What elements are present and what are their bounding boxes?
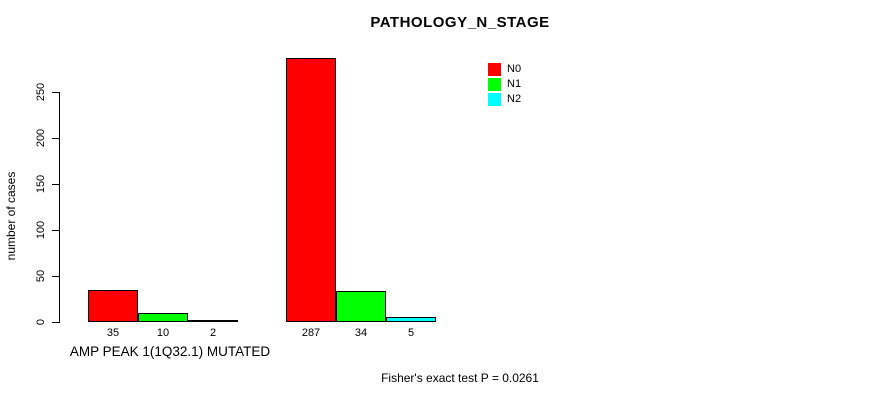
- legend-label: N1: [507, 78, 522, 90]
- bar-count-label: 34: [354, 327, 368, 339]
- legend-label: N0: [507, 63, 522, 75]
- y-tick: [52, 230, 59, 231]
- y-tick: [52, 322, 59, 323]
- bar-count-label: 287: [301, 327, 321, 339]
- y-tick-label: 0: [35, 318, 47, 326]
- chart-title: PATHOLOGY_N_STAGE: [370, 14, 550, 31]
- y-tick-label: 100: [35, 220, 47, 240]
- bar: [286, 58, 336, 322]
- bar: [336, 291, 386, 322]
- y-tick-label: 200: [35, 128, 47, 148]
- y-tick: [52, 138, 59, 139]
- legend-label: N2: [507, 93, 522, 105]
- bar: [138, 313, 188, 322]
- y-tick-label: 250: [35, 82, 47, 102]
- y-tick: [52, 92, 59, 93]
- legend-swatch-n0: [488, 63, 501, 76]
- bar: [188, 320, 238, 322]
- bar-count-label: 35: [106, 327, 120, 339]
- bar-count-label: 10: [156, 327, 170, 339]
- bar-count-label: 5: [407, 327, 415, 339]
- bar: [386, 317, 436, 322]
- y-axis-label: number of cases: [4, 171, 18, 261]
- bar-count-label: 2: [209, 327, 217, 339]
- group-label: AMP PEAK 1(1Q32.1) MUTATED: [69, 344, 271, 359]
- legend-swatch-n1: [488, 78, 501, 91]
- bar: [88, 290, 138, 322]
- legend-swatch-n2: [488, 93, 501, 106]
- y-tick: [52, 276, 59, 277]
- y-axis-line: [59, 92, 60, 323]
- fisher-test-annotation: Fisher's exact test P = 0.0261: [381, 371, 539, 385]
- y-tick: [52, 184, 59, 185]
- y-tick-label: 150: [35, 174, 47, 194]
- y-tick-label: 50: [35, 269, 47, 283]
